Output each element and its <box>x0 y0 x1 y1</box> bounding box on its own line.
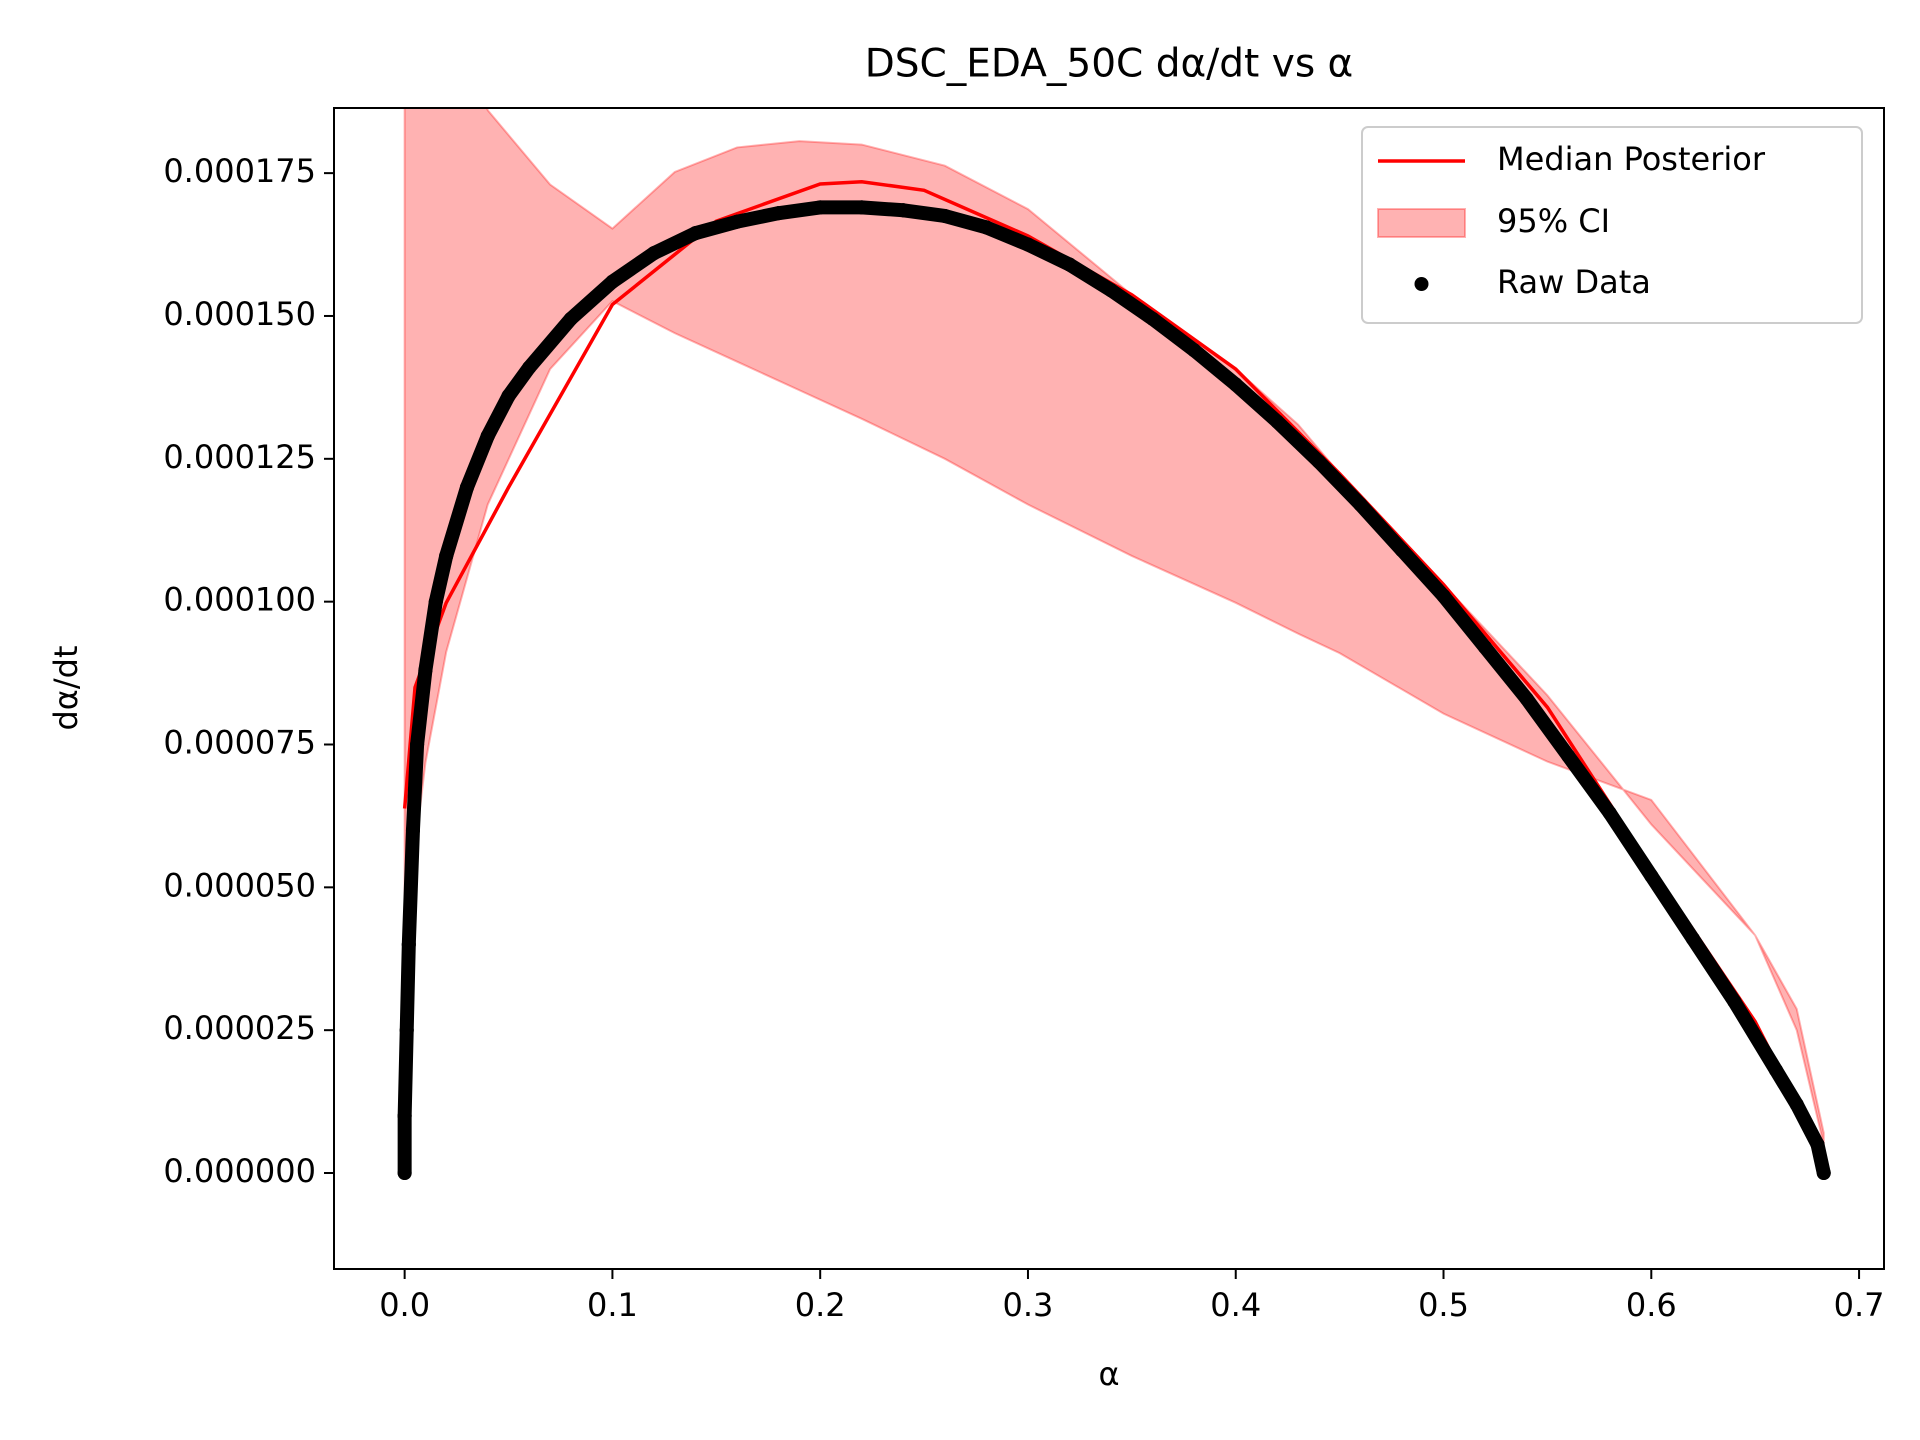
raw-data-segment <box>1311 454 1368 512</box>
raw-data-segment <box>1602 806 1659 883</box>
raw-data-segment <box>459 428 495 495</box>
raw-data-segment <box>1685 931 1742 1009</box>
raw-data-segment <box>1727 994 1783 1078</box>
raw-data-segment <box>480 388 516 443</box>
median-line <box>402 179 1826 1157</box>
raw-data-segment <box>1436 588 1493 655</box>
x-tick-label: 0.2 <box>795 1286 846 1324</box>
y-tick-label: 0.000050 <box>163 866 316 904</box>
raw-data-segment <box>1353 497 1409 558</box>
raw-data-segment <box>605 246 661 289</box>
raw-data-segment <box>1394 543 1451 603</box>
raw-data-segment <box>563 274 620 326</box>
y-tick-label: 0.000075 <box>163 723 316 761</box>
y-tick-label: 0.000025 <box>163 1009 316 1047</box>
raw-data-segment <box>1561 748 1617 821</box>
raw-data-segment <box>1810 1137 1831 1181</box>
raw-data-segment <box>1519 691 1576 763</box>
raw-data-segment <box>1270 414 1326 469</box>
raw-data-segment <box>439 480 474 563</box>
raw-data-segment <box>1187 343 1243 392</box>
raw-data-segment <box>1644 868 1700 946</box>
x-tick-label: 0.3 <box>1003 1286 1054 1324</box>
x-tick-label: 0.1 <box>587 1286 638 1324</box>
raw-data-segment <box>397 1023 414 1123</box>
raw-data-segment <box>1104 283 1160 326</box>
raw-data-segment <box>979 220 1035 252</box>
raw-data-segment <box>1062 257 1119 298</box>
plot-frame <box>333 107 1885 1270</box>
raw-data-segment <box>410 663 433 752</box>
raw-data-segment <box>1228 377 1285 429</box>
raw-data-segment <box>405 737 425 838</box>
x-tick-label: 0.6 <box>1626 1286 1677 1324</box>
raw-data-segment <box>1478 640 1534 706</box>
legend-patch <box>1377 208 1466 238</box>
chart-title: DSC_EDA_50C dα/dt vs α <box>865 42 1354 87</box>
legend-label: 95% CI <box>1497 202 1610 240</box>
y-tick-label: 0.000100 <box>163 581 316 619</box>
raw-data-segment <box>688 214 745 241</box>
y-tick-label: 0.000000 <box>163 1152 316 1190</box>
legend-box <box>1361 126 1863 324</box>
plot-area <box>397 108 1831 1181</box>
raw-data-segment <box>428 548 454 609</box>
legend-marker <box>1414 277 1429 291</box>
x-tick-label: 0.5 <box>1418 1286 1469 1324</box>
raw-data-segment <box>401 823 420 952</box>
raw-data-segment <box>418 594 443 678</box>
raw-data-segment <box>522 311 578 375</box>
y-tick-label: 0.000125 <box>163 438 316 476</box>
legend-label: Raw Data <box>1497 263 1651 301</box>
raw-data-segment <box>399 937 416 1038</box>
y-tick-label: 0.000175 <box>163 152 316 190</box>
raw-data-segment <box>646 226 703 261</box>
y-tick-label: 0.000150 <box>163 295 316 333</box>
y-axis-label: dα/dt <box>47 645 85 730</box>
raw-data-segment <box>1789 1097 1825 1152</box>
legend-label: Median Posterior <box>1497 140 1766 178</box>
raw-data-segment <box>730 206 786 229</box>
raw-data-segment <box>1145 311 1202 358</box>
raw-data-segment <box>1020 237 1077 272</box>
x-axis-label: α <box>1098 1355 1119 1393</box>
raw-data-segment <box>937 208 994 235</box>
legend: Median Posterior 95% CI Raw Data <box>1361 126 1863 324</box>
x-tick-label: 0.4 <box>1210 1286 1261 1324</box>
x-tick-label: 0.7 <box>1834 1286 1885 1324</box>
x-tick-label: 0.0 <box>379 1286 430 1324</box>
